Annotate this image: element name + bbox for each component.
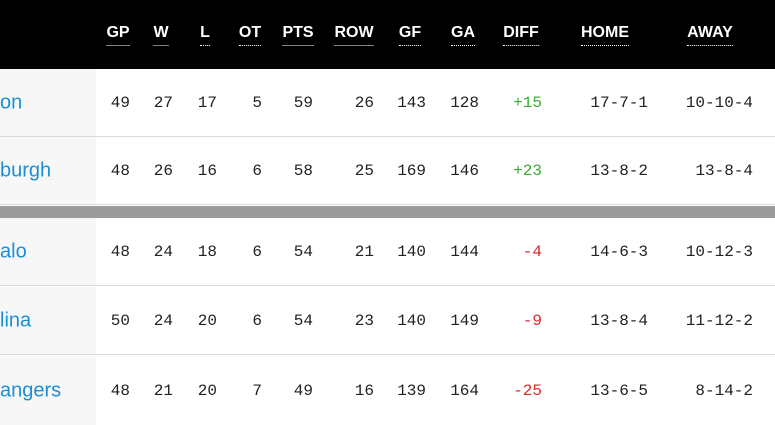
ot-cell: 6	[252, 311, 262, 330]
header-row[interactable]: ROW	[334, 23, 374, 46]
header-l[interactable]: L	[200, 23, 210, 46]
team-link[interactable]: alo	[0, 240, 27, 262]
home-cell: 14-6-3	[590, 242, 648, 261]
diff-cell: -25	[513, 381, 542, 400]
team-cell: burgh	[0, 137, 96, 204]
home-cell: 13-8-4	[590, 311, 648, 330]
ot-cell: 5	[252, 93, 262, 112]
playoff-cutoff-divider	[0, 206, 775, 218]
header-gp[interactable]: GP	[106, 23, 130, 46]
gf-cell: 169	[397, 161, 426, 180]
ot-cell: 6	[252, 161, 262, 180]
gp-cell: 48	[110, 161, 130, 180]
w-cell: 24	[153, 311, 173, 330]
header-ga[interactable]: GA	[451, 23, 475, 46]
ga-cell: 144	[450, 242, 479, 261]
gp-cell: 50	[110, 311, 130, 330]
row-cell: 25	[354, 161, 374, 180]
diff-cell: -4	[522, 242, 542, 261]
l-cell: 18	[197, 242, 217, 261]
w-cell: 27	[153, 93, 173, 112]
away-cell: 10-12-3	[685, 242, 753, 261]
pts-cell: 49	[293, 381, 313, 400]
team-cell: alo	[0, 218, 96, 285]
away-cell: 13-8-4	[695, 161, 753, 180]
diff-cell: -9	[522, 311, 542, 330]
w-cell: 21	[153, 381, 173, 400]
team-cell: lina	[0, 287, 96, 354]
header-pts[interactable]: PTS	[282, 23, 314, 46]
ga-cell: 164	[450, 381, 479, 400]
header-away[interactable]: AWAY	[687, 23, 733, 46]
pts-cell: 54	[293, 242, 313, 261]
gp-cell: 48	[110, 242, 130, 261]
pts-cell: 54	[293, 311, 313, 330]
header-home[interactable]: HOME	[581, 23, 629, 46]
team-link[interactable]: angers	[0, 379, 62, 401]
team-cell: angers	[0, 356, 96, 425]
ga-cell: 128	[450, 93, 479, 112]
gf-cell: 139	[397, 381, 426, 400]
pts-cell: 59	[293, 93, 313, 112]
team-cell: on	[0, 69, 96, 136]
gf-cell: 140	[397, 242, 426, 261]
row-cell: 21	[354, 242, 374, 261]
l-cell: 20	[197, 311, 217, 330]
ot-cell: 6	[252, 242, 262, 261]
team-link[interactable]: burgh	[0, 159, 52, 181]
home-cell: 13-6-5	[590, 381, 648, 400]
table-row: lina 50 24 20 6 54 23 140 149 -9 13-8-4 …	[0, 287, 775, 355]
gf-cell: 140	[397, 311, 426, 330]
gf-cell: 143	[397, 93, 426, 112]
away-cell: 11-12-2	[685, 311, 753, 330]
diff-cell: +15	[513, 93, 542, 112]
home-cell: 17-7-1	[590, 93, 648, 112]
row-cell: 16	[354, 381, 374, 400]
gp-cell: 48	[110, 381, 130, 400]
w-cell: 24	[153, 242, 173, 261]
l-cell: 17	[197, 93, 217, 112]
pts-cell: 58	[293, 161, 313, 180]
table-row: angers 48 21 20 7 49 16 139 164 -25 13-6…	[0, 356, 775, 425]
team-link[interactable]: on	[0, 91, 23, 113]
l-cell: 16	[197, 161, 217, 180]
table-row: burgh 48 26 16 6 58 25 169 146 +23 13-8-…	[0, 137, 775, 205]
header-gf[interactable]: GF	[398, 23, 422, 46]
row-cell: 26	[354, 93, 374, 112]
table-row: on 49 27 17 5 59 26 143 128 +15 17-7-1 1…	[0, 69, 775, 137]
ga-cell: 149	[450, 311, 479, 330]
home-cell: 13-8-2	[590, 161, 648, 180]
away-cell: 10-10-4	[685, 93, 753, 112]
ot-cell: 7	[252, 381, 262, 400]
standings-header: GP W L OT PTS ROW GF GA DIFF HOME AWAY	[0, 0, 775, 69]
w-cell: 26	[153, 161, 173, 180]
away-cell: 8-14-2	[695, 381, 753, 400]
ga-cell: 146	[450, 161, 479, 180]
header-w[interactable]: W	[153, 23, 169, 46]
header-diff[interactable]: DIFF	[503, 23, 539, 46]
table-row: alo 48 24 18 6 54 21 140 144 -4 14-6-3 1…	[0, 218, 775, 286]
header-ot[interactable]: OT	[238, 23, 262, 46]
row-cell: 23	[354, 311, 374, 330]
team-link[interactable]: lina	[0, 309, 32, 331]
l-cell: 20	[197, 381, 217, 400]
gp-cell: 49	[110, 93, 130, 112]
diff-cell: +23	[513, 161, 542, 180]
